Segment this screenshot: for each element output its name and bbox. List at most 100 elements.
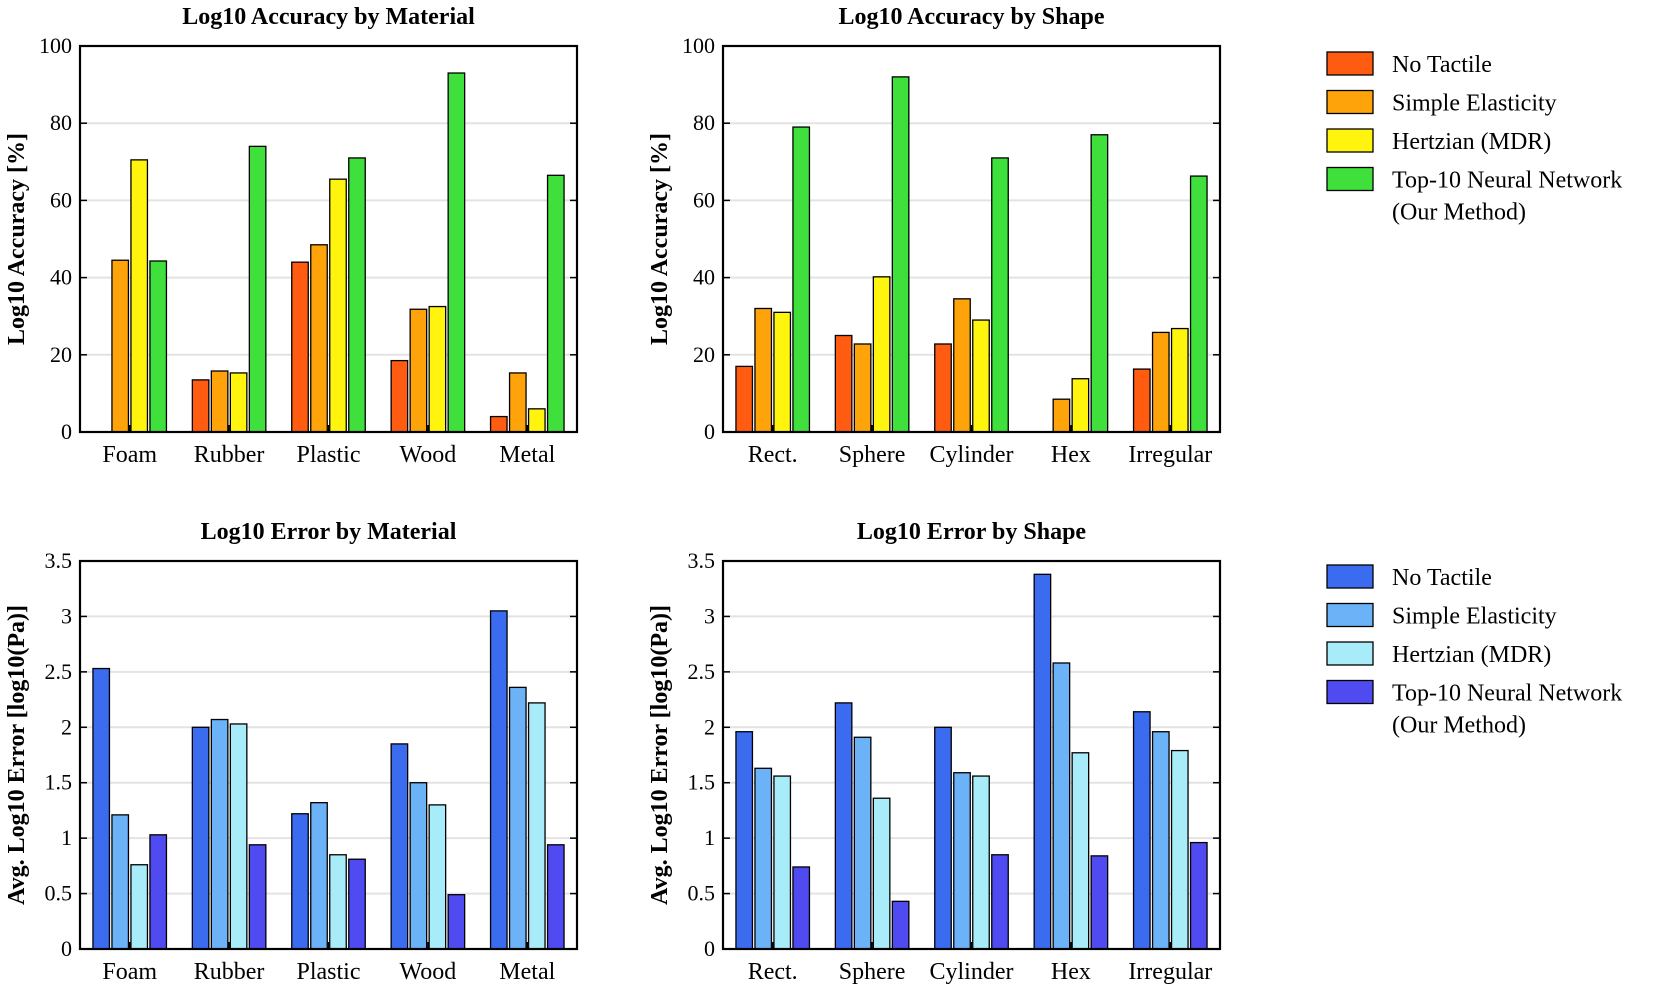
y-tick-label: 3 <box>704 603 715 628</box>
bar-acc_shape-2-2 <box>972 319 990 433</box>
legend-label: No Tactile <box>1392 52 1492 78</box>
x-tick-label: Metal <box>499 959 555 985</box>
y-tick-label: 3.5 <box>688 548 716 573</box>
bar-err_material-0-2 <box>130 864 149 950</box>
y-tick-label: 0 <box>61 936 72 961</box>
y-tick-label: 3.5 <box>45 548 73 573</box>
y-tick-label: 0.5 <box>688 881 716 906</box>
bar-err_shape-4-1 <box>1151 731 1170 950</box>
bar-err_shape-4-2 <box>1170 749 1189 950</box>
legend-swatch <box>1326 679 1374 705</box>
y-tick-label: 1 <box>704 825 715 850</box>
bar-acc_material-1-2 <box>229 372 248 433</box>
bar-acc_material-2-0 <box>291 261 309 433</box>
bar-err_material-1-0 <box>191 726 210 950</box>
bar-err_material-3-3 <box>447 894 466 950</box>
legend-swatch <box>1326 128 1374 153</box>
bar-acc_shape-3-2 <box>1071 378 1090 433</box>
x-tick-label: Rect. <box>748 959 798 985</box>
bar-acc_material-0-1 <box>111 259 130 433</box>
x-tick-label: Sphere <box>839 959 906 985</box>
chart-title: Log10 Accuracy by Shape <box>838 4 1104 30</box>
bar-acc_shape-0-1 <box>754 307 773 433</box>
x-tick-label: Cylinder <box>930 442 1014 468</box>
bar-acc_shape-1-1 <box>853 343 872 433</box>
x-tick-label: Rect. <box>748 442 798 468</box>
x-tick-label: Irregular <box>1128 959 1212 985</box>
bar-acc_shape-3-3 <box>1090 134 1109 433</box>
y-tick-label: 80 <box>693 110 715 135</box>
chart-title: Log10 Error by Material <box>201 519 457 545</box>
bar-err_material-1-3 <box>248 844 267 950</box>
bar-err_shape-0-0 <box>735 731 754 950</box>
bar-acc_material-4-0 <box>489 415 508 433</box>
legend-label: Hertzian (MDR) <box>1392 642 1551 668</box>
legend-swatch <box>1326 51 1374 76</box>
y-tick-label: 20 <box>693 342 715 367</box>
bar-acc_material-0-2 <box>130 159 149 433</box>
legend-label-line2: (Our Method) <box>1392 200 1526 226</box>
legend-swatch <box>1326 641 1374 666</box>
y-tick-label: 20 <box>50 342 72 367</box>
x-tick-label: Foam <box>102 442 157 468</box>
bar-err_material-3-1 <box>409 782 428 950</box>
y-tick-label: 0 <box>704 419 715 444</box>
x-tick-label: Cylinder <box>930 959 1014 985</box>
bar-acc_shape-2-0 <box>934 343 952 433</box>
y-axis-label: Avg. Log10 Error [log10(Pa)] <box>4 605 30 905</box>
bar-err_material-4-2 <box>527 702 546 950</box>
legend-swatch <box>1326 564 1374 589</box>
bar-acc_material-4-3 <box>546 174 565 433</box>
legend-label-line2: (Our Method) <box>1392 713 1526 739</box>
bar-acc_shape-0-2 <box>773 311 792 433</box>
x-tick-label: Wood <box>400 442 457 468</box>
x-tick-label: Hex <box>1051 959 1091 985</box>
chart-acc_material: 0 20 40 60 80 100 Foam Rubber Plastic Wood Metal Lo… <box>4 4 579 468</box>
bar-acc_shape-4-2 <box>1170 327 1189 433</box>
bar-err_shape-3-3 <box>1090 855 1109 950</box>
bar-acc_shape-4-3 <box>1189 175 1208 433</box>
bar-err_shape-0-1 <box>754 767 773 950</box>
bar-err_material-4-1 <box>508 686 527 950</box>
bar-err_material-0-1 <box>111 814 130 950</box>
bar-acc_material-3-3 <box>447 72 466 433</box>
y-tick-label: 2 <box>61 714 72 739</box>
bar-acc_shape-2-3 <box>991 157 1009 433</box>
bar-err_material-3-0 <box>390 743 409 950</box>
bar-err_material-4-3 <box>546 844 565 950</box>
y-tick-label: 40 <box>693 265 715 290</box>
bar-err_shape-4-0 <box>1132 711 1151 950</box>
x-tick-label: Foam <box>102 959 157 985</box>
bar-err_material-2-0 <box>291 813 309 950</box>
bar-err_material-2-1 <box>310 802 328 950</box>
chart-title: Log10 Error by Shape <box>857 519 1086 545</box>
legend-label: Simple Elasticity <box>1392 604 1557 630</box>
bar-acc_shape-0-3 <box>792 126 811 433</box>
legend-swatch <box>1326 166 1374 192</box>
bar-err_shape-2-0 <box>934 726 952 950</box>
y-tick-label: 2 <box>704 714 715 739</box>
chart-title: Log10 Accuracy by Material <box>182 4 475 30</box>
bar-err_material-0-3 <box>149 834 168 950</box>
bar-err_shape-2-2 <box>972 775 990 950</box>
x-tick-label: Wood <box>400 959 457 985</box>
legend-label: Top-10 Neural Network <box>1392 681 1622 707</box>
y-tick-label: 2.5 <box>688 659 716 684</box>
legend-accuracy_legend: No Tactile Simple Elasticity Hertzian (MDR… <box>1326 51 1622 226</box>
chart-acc_shape: 0 20 40 60 80 100 Rect. Sphere Cylinder Hex Irregu… <box>647 4 1222 468</box>
bar-err_shape-1-0 <box>834 702 853 950</box>
legend-swatch <box>1326 89 1374 115</box>
legend-label: No Tactile <box>1392 565 1492 591</box>
bar-err_material-0-0 <box>92 667 111 950</box>
bar-acc_material-1-0 <box>191 379 210 433</box>
bar-acc_shape-0-0 <box>735 365 754 433</box>
bar-acc_material-3-2 <box>428 305 447 433</box>
bar-err_material-1-2 <box>229 723 248 950</box>
legend-label: Simple Elasticity <box>1392 91 1557 117</box>
legend-label: Top-10 Neural Network <box>1392 168 1622 194</box>
bar-acc_material-1-3 <box>248 145 267 433</box>
bar-acc_shape-1-3 <box>891 76 910 433</box>
y-tick-label: 0 <box>61 419 72 444</box>
y-tick-label: 100 <box>682 33 715 58</box>
bar-err_material-1-1 <box>210 718 229 950</box>
